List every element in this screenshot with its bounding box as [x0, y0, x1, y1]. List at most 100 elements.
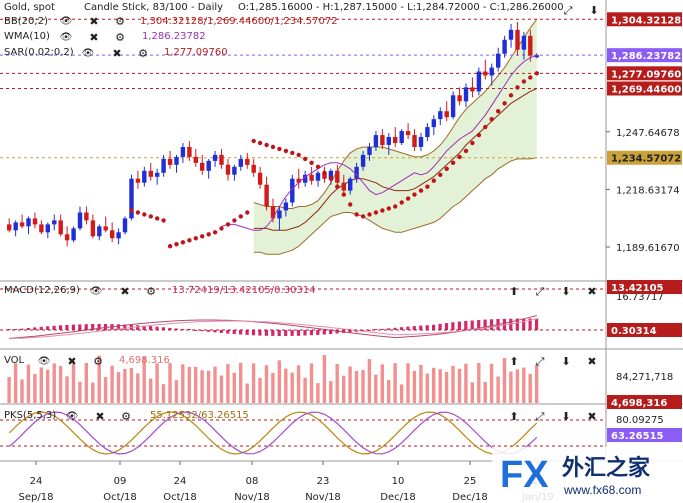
close-pane-icon[interactable]: ✖: [587, 355, 597, 368]
arrow-down-icon[interactable]: ⬇: [589, 4, 599, 17]
sar-dot: [155, 216, 160, 221]
eye-icon[interactable]: 👁: [37, 356, 51, 367]
macd-histogram-bar: [444, 323, 449, 330]
maximize-icon[interactable]: ⤢: [535, 285, 545, 298]
volume-bar: [129, 368, 134, 403]
volume-bar: [251, 363, 256, 403]
macd-histogram-bar: [535, 318, 539, 330]
arrow-up-icon[interactable]: ⬆: [509, 355, 519, 368]
eye-icon[interactable]: 👁: [89, 286, 103, 297]
eye-icon[interactable]: 👁: [59, 16, 73, 27]
candle-body: [77, 212, 83, 229]
symbol-title: Gold, spot: [4, 2, 55, 13]
macd-histogram-bar: [296, 330, 301, 336]
gear-icon[interactable]: ⚙: [121, 410, 131, 423]
volume-bar: [367, 359, 372, 403]
candle-body: [122, 218, 128, 233]
volume-bar: [489, 363, 494, 403]
volume-bar: [354, 370, 359, 403]
sar-dot: [225, 222, 231, 227]
arrow-down-icon[interactable]: ⬇: [561, 355, 571, 368]
price-tag-label: 1,277.09760: [611, 69, 681, 80]
candle-body: [167, 158, 173, 165]
eye-icon[interactable]: 👁: [81, 48, 95, 59]
macd-histogram-bar: [33, 327, 37, 330]
time-axis-day-label: 10: [392, 476, 405, 487]
volume-bar: [33, 374, 37, 403]
macd-histogram-bar: [161, 327, 165, 330]
close-icon[interactable]: ✖: [95, 410, 105, 423]
gear-icon[interactable]: ⚙: [115, 15, 125, 28]
maximize-icon[interactable]: ⤢: [535, 410, 545, 423]
arrow-up-icon[interactable]: ⬆: [509, 410, 519, 423]
sar-dot: [476, 132, 482, 138]
macd-histogram-bar: [303, 330, 307, 336]
maximize-icon[interactable]: ⤢: [563, 4, 573, 17]
macd-histogram-bar: [277, 330, 281, 336]
sar-dot: [251, 138, 256, 144]
gear-icon[interactable]: ⚙: [93, 355, 103, 368]
close-icon[interactable]: ✖: [67, 355, 77, 368]
candle-body: [277, 210, 282, 219]
candle-body: [296, 178, 301, 183]
macd-axis-tick-label: 16.73717: [616, 292, 664, 303]
arrow-down-icon[interactable]: ⬇: [561, 285, 571, 298]
wma-value: 1,286.23782: [142, 31, 206, 42]
candle-body: [412, 135, 417, 147]
macd-histogram-bar: [380, 329, 384, 330]
sar-dot: [148, 214, 153, 219]
close-pane-icon[interactable]: ✖: [587, 285, 597, 298]
candle-body: [257, 172, 263, 185]
sar-dot: [335, 184, 340, 189]
close-icon[interactable]: ✖: [89, 15, 99, 28]
gear-icon[interactable]: ⚙: [146, 285, 156, 298]
sar-dot: [348, 202, 353, 207]
close-icon[interactable]: ✖: [89, 31, 99, 44]
volume-bar: [103, 377, 108, 403]
candle-body: [26, 218, 31, 227]
candle-body: [315, 172, 321, 181]
candle-body: [52, 220, 57, 225]
gear-icon[interactable]: ⚙: [115, 31, 125, 44]
candle-body: [457, 95, 462, 102]
sar-dot: [264, 142, 269, 148]
close-icon[interactable]: ✖: [120, 285, 130, 298]
gear-icon[interactable]: ⚙: [138, 47, 148, 60]
candle-body: [341, 182, 346, 191]
eye-icon[interactable]: 👁: [59, 32, 73, 43]
macd-histogram-bar: [245, 330, 249, 335]
price-axis-tick-label: 1,189.61670: [616, 243, 680, 254]
macd-histogram-bar: [97, 324, 101, 330]
macd-histogram-bar: [239, 330, 243, 335]
candle-body: [425, 127, 430, 137]
pks-tag-label: 63.26515: [611, 431, 664, 442]
volume-bar: [39, 367, 43, 403]
candle-body: [360, 154, 366, 167]
logo-url: www.fx68.com: [563, 483, 641, 497]
volume-bar: [65, 376, 69, 403]
close-icon[interactable]: ✖: [112, 47, 122, 60]
sar-dot: [290, 150, 295, 156]
macd-histogram-bar: [232, 330, 236, 335]
pks-axis-tick-label: 80.09275: [616, 415, 664, 426]
candle-body: [483, 71, 488, 76]
candle-body: [19, 222, 25, 227]
volume-bar: [509, 371, 513, 403]
sar-dot: [232, 218, 237, 223]
close-pane-icon[interactable]: ✖: [587, 410, 597, 423]
candle-body: [90, 220, 96, 237]
candle-body: [393, 137, 398, 143]
sar-dot: [470, 140, 475, 146]
time-axis-month-label: Sep/18: [19, 492, 54, 503]
eye-icon[interactable]: 👁: [65, 411, 79, 422]
arrow-up-icon[interactable]: ⬆: [509, 285, 519, 298]
maximize-icon[interactable]: ⤢: [535, 355, 545, 368]
arrow-down-icon[interactable]: ⬇: [561, 410, 571, 423]
candle-body: [399, 131, 404, 143]
candle-body: [245, 158, 250, 165]
volume-bar: [451, 365, 455, 403]
sar-dot: [309, 160, 314, 165]
candle-body: [444, 111, 449, 118]
candle-body: [496, 53, 501, 68]
